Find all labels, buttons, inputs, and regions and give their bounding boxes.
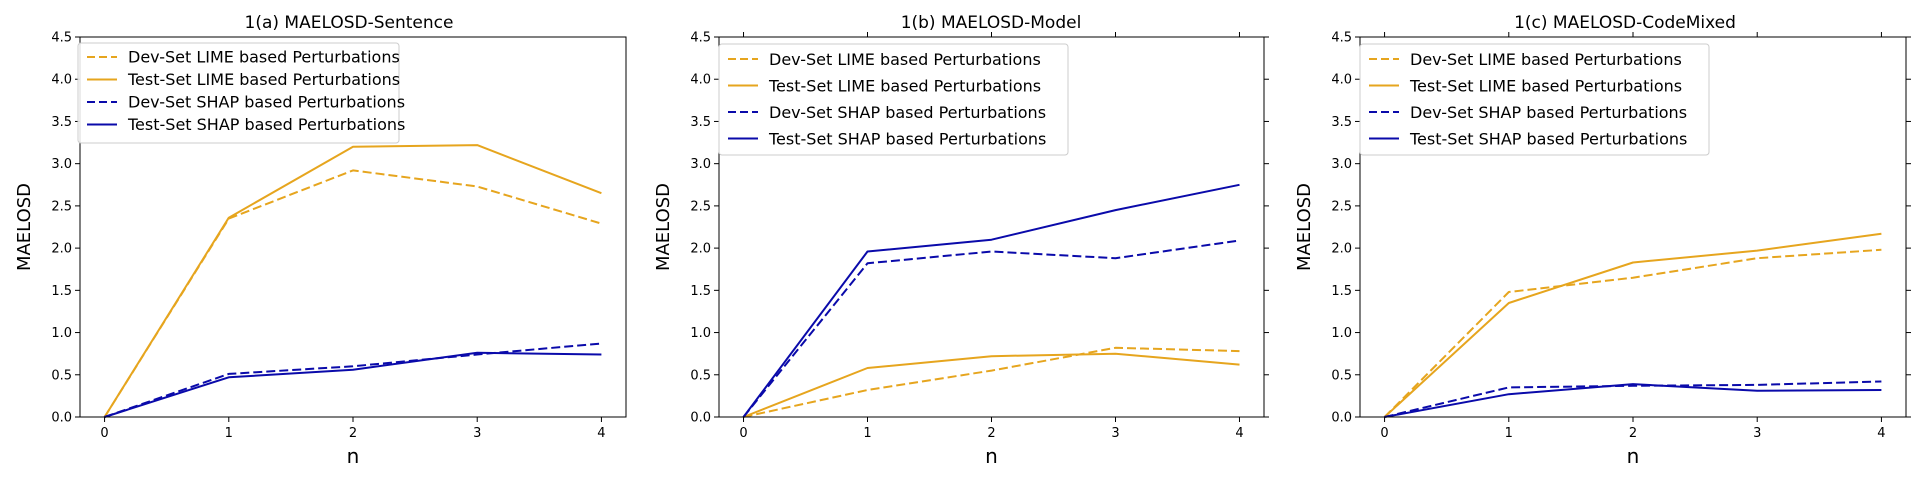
legend-label: Test-Set SHAP based Perturbations <box>1409 129 1687 148</box>
legend: Dev-Set LIME based Perturbations Test-Set… <box>1359 43 1710 156</box>
x-tick-label: 0 <box>100 426 108 441</box>
legend-label: Dev-Set LIME based Perturbations <box>769 50 1041 69</box>
series-line-1 <box>1383 232 1882 418</box>
series-line-0 <box>103 169 602 418</box>
x-tick-label: 1 <box>1505 426 1513 441</box>
legend: Dev-Set LIME based Perturbations Test-Set… <box>718 43 1069 156</box>
x-tick-label: 2 <box>987 426 995 441</box>
x-tick-label: 4 <box>597 426 605 441</box>
y-tick-label: 2.0 <box>51 242 72 257</box>
y-tick-label: 2.0 <box>690 242 711 257</box>
y-tick-label: 3.5 <box>690 115 711 130</box>
legend-label: Dev-Set SHAP based Perturbations <box>1410 103 1687 122</box>
legend-label: Test-Set LIME based Perturbations <box>127 70 400 89</box>
chart-title: 1(a) MAELOSD-Sentence <box>245 13 454 33</box>
legend-label: Dev-Set LIME based Perturbations <box>1410 50 1682 69</box>
legend-box <box>718 43 1069 156</box>
y-tick-label: 2.5 <box>1331 199 1352 214</box>
x-tick-label: 1 <box>225 426 233 441</box>
legend-label: Test-Set LIME based Perturbations <box>768 76 1041 95</box>
legend-label: Dev-Set SHAP based Perturbations <box>128 92 405 111</box>
y-tick-label: 0.5 <box>690 368 711 383</box>
y-tick-label: 4.5 <box>51 31 72 46</box>
legend: Dev-Set LIME based Perturbations Test-Set… <box>77 42 405 144</box>
y-tick-label: 4.5 <box>690 31 711 46</box>
legend-box <box>77 42 400 144</box>
x-tick-label: 2 <box>349 426 357 441</box>
y-tick-label: 2.5 <box>690 199 711 214</box>
series-line-3 <box>742 183 1240 418</box>
y-tick-label: 4.0 <box>1331 73 1352 88</box>
y-tick-label: 2.0 <box>1331 242 1352 257</box>
y-tick-label: 1.5 <box>51 284 72 299</box>
y-tick-label: 0.5 <box>51 368 72 383</box>
y-tick-label: 4.0 <box>690 73 711 88</box>
y-tick-label: 3.0 <box>51 157 72 172</box>
chart-title: 1(c) MAELOSD-CodeMixed <box>1514 13 1736 33</box>
chart-panel-0: 1(a) MAELOSD-Sentence 0.0 0.5 1.0 1.5 2.0 2.5 3… <box>14 13 627 468</box>
series-line-0 <box>743 346 1240 418</box>
x-axis-label: n <box>1627 444 1640 468</box>
y-tick-label: 3.0 <box>690 157 711 172</box>
y-axis-label: MAELOSD <box>14 183 35 271</box>
y-tick-label: 1.0 <box>690 326 711 341</box>
series-line-2 <box>1384 380 1882 418</box>
y-tick-label: 0.0 <box>690 411 711 426</box>
x-tick-label: 0 <box>739 426 747 441</box>
x-tick-label: 4 <box>1235 426 1243 441</box>
chart-panel-1: 1(b) MAELOSD-Model 0.0 0.5 1.0 1.5 2.0 2.5 3.0 3… <box>653 13 1269 468</box>
y-tick-label: 1.5 <box>690 284 711 299</box>
y-tick-label: 1.5 <box>1331 284 1352 299</box>
x-axis-label: n <box>347 444 360 468</box>
y-tick-label: 3.5 <box>1331 115 1352 130</box>
chart-panel-2: 1(c) MAELOSD-CodeMixed 0.0 0.5 1.0 1.5 2.0 2.5… <box>1294 13 1911 468</box>
y-tick-label: 3.0 <box>1331 157 1352 172</box>
legend-label: Test-Set LIME based Perturbations <box>1409 76 1682 95</box>
series-line-3 <box>1384 383 1882 418</box>
series-line-3 <box>104 351 602 418</box>
series-line-2 <box>742 239 1240 418</box>
series-line-0 <box>1383 248 1882 418</box>
legend-box <box>1359 43 1710 156</box>
x-tick-label: 3 <box>473 426 481 441</box>
series-line-2 <box>104 342 602 418</box>
legend-label: Dev-Set SHAP based Perturbations <box>769 103 1046 122</box>
x-tick-label: 3 <box>1111 426 1119 441</box>
y-tick-label: 0.0 <box>51 411 72 426</box>
y-tick-label: 0.0 <box>1331 411 1352 426</box>
y-tick-label: 0.5 <box>1331 368 1352 383</box>
series-lines <box>742 183 1240 418</box>
legend-label: Dev-Set LIME based Perturbations <box>128 47 400 66</box>
x-tick-label: 1 <box>863 426 871 441</box>
x-tick-label: 3 <box>1753 426 1761 441</box>
y-tick-label: 2.5 <box>51 199 72 214</box>
series-lines <box>1383 232 1882 418</box>
y-tick-label: 1.0 <box>51 326 72 341</box>
y-tick-label: 4.5 <box>1331 31 1352 46</box>
series-lines <box>103 144 602 418</box>
series-line-1 <box>743 352 1240 418</box>
x-tick-label: 0 <box>1380 426 1388 441</box>
legend-label: Test-Set SHAP based Perturbations <box>768 129 1046 148</box>
x-axis-label: n <box>985 444 998 468</box>
x-tick-label: 4 <box>1877 426 1885 441</box>
y-axis-label: MAELOSD <box>653 183 674 271</box>
series-line-1 <box>103 144 602 418</box>
chart-title: 1(b) MAELOSD-Model <box>901 13 1082 33</box>
x-tick-label: 2 <box>1629 426 1637 441</box>
legend-label: Test-Set SHAP based Perturbations <box>127 115 405 134</box>
y-tick-label: 3.5 <box>51 115 72 130</box>
y-tick-label: 4.0 <box>51 73 72 88</box>
y-axis-label: MAELOSD <box>1294 183 1315 271</box>
y-tick-label: 1.0 <box>1331 326 1352 341</box>
